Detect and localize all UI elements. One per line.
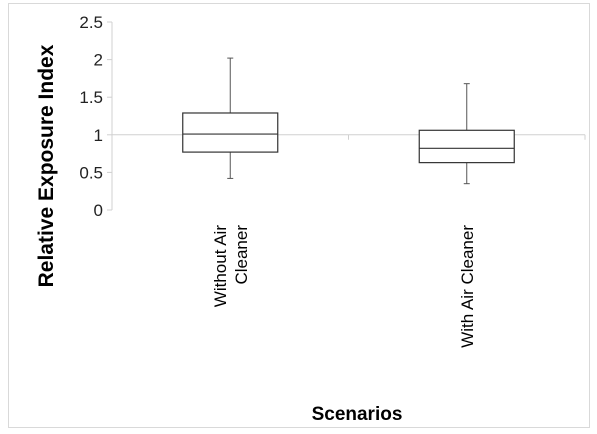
chart-frame	[8, 3, 590, 428]
iqr-box	[418, 129, 515, 164]
box-series	[182, 57, 515, 185]
y-axis-title: Relative Exposure Index	[35, 44, 58, 287]
category-label: Without Air	[211, 225, 230, 308]
category-label: With Air Cleaner	[458, 225, 477, 348]
category-labels: Without Air Cleaner With Air Cleaner	[211, 225, 477, 348]
y-tick-label: 1.5	[79, 88, 103, 107]
y-axis: 0 0.5 1 1.5 2 2.5	[79, 13, 113, 220]
y-tick-label: 2	[94, 51, 103, 70]
y-tick-label: 0.5	[79, 163, 103, 182]
y-tick-label: 1	[94, 126, 103, 145]
y-tick-label: 2.5	[79, 13, 103, 32]
box-1	[182, 57, 279, 179]
y-tick-label: 0	[94, 201, 103, 220]
box-2	[418, 83, 515, 185]
category-label: Cleaner	[232, 225, 251, 285]
iqr-box	[182, 112, 279, 153]
x-axis-title: Scenarios	[312, 404, 403, 425]
